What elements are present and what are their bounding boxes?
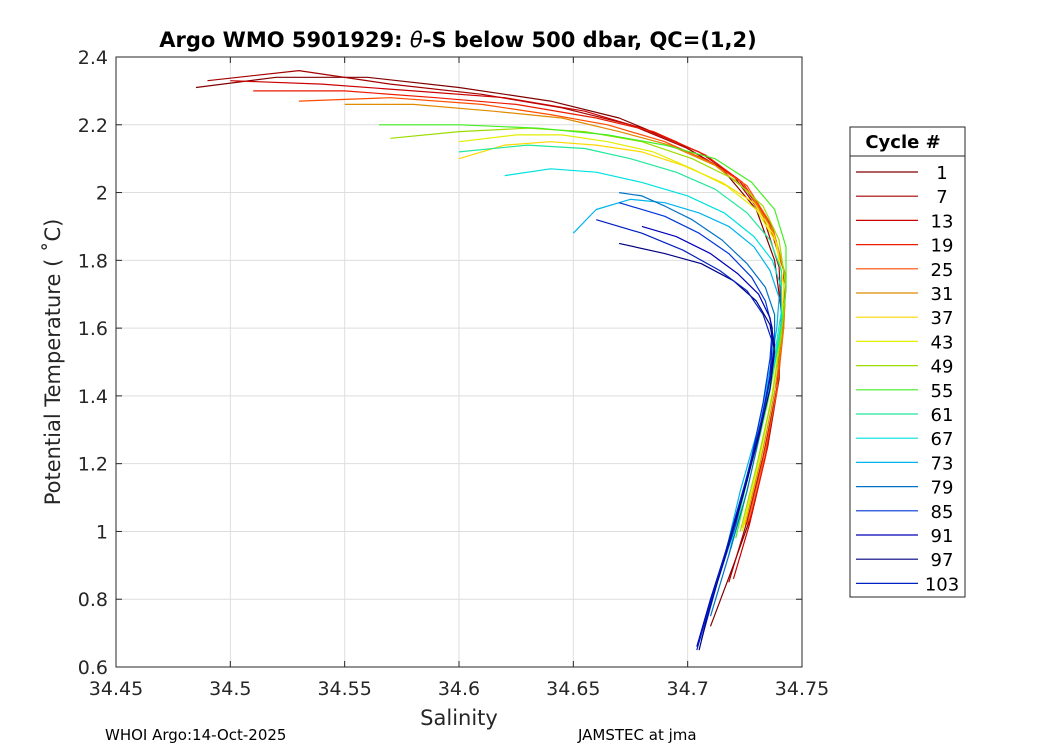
legend-label-91: 91 (931, 526, 954, 547)
legend-box (849, 126, 966, 598)
y-tick-label: 1.4 (78, 386, 108, 408)
grid (116, 57, 802, 667)
y-axis-label: Potential Temperature ( ˚C) (41, 219, 65, 506)
legend-label-97: 97 (931, 550, 954, 571)
legend-label-79: 79 (931, 478, 954, 499)
legend-label-19: 19 (931, 236, 954, 257)
y-tick-label: 2.4 (78, 47, 108, 69)
x-tick-label: 34.45 (89, 678, 143, 700)
y-tick-label: 2.2 (78, 115, 108, 137)
series-line-cycle-49 (390, 127, 787, 532)
legend-label-13: 13 (931, 211, 954, 232)
legend-label-67: 67 (931, 429, 954, 450)
series-line-cycle-79 (619, 192, 776, 617)
y-tick-label: 2 (96, 183, 108, 205)
x-tick-label: 34.55 (317, 678, 371, 700)
legend-label-61: 61 (931, 405, 954, 426)
axis-ticks: 34.45 34.5 34.55 34.6 34.65 34.7 34.75 0.6 0.8 1 1… (78, 47, 829, 700)
series-line-cycle-25 (298, 97, 787, 525)
legend-label-37: 37 (931, 308, 954, 329)
y-tick-label: 1 (96, 521, 108, 543)
chart-title-prefix: Argo WMO 5901929: (159, 28, 410, 52)
legend-label-103: 103 (925, 574, 959, 595)
x-axis-label: Salinity (420, 706, 498, 730)
legend-label-31: 31 (931, 284, 954, 305)
series-group (195, 69, 787, 651)
chart-title: Argo WMO 5901929: θ-S below 500 dbar, QC… (159, 28, 756, 52)
legend-label-55: 55 (931, 381, 954, 402)
footer-right: JAMSTEC at jma (577, 726, 697, 744)
x-tick-label: 34.5 (209, 678, 251, 700)
x-tick-label: 34.65 (546, 678, 600, 700)
x-tick-label: 34.6 (438, 678, 480, 700)
footer-left: WHOI Argo:14-Oct-2025 (105, 726, 286, 744)
legend-label-43: 43 (931, 332, 954, 353)
y-tick-label: 0.6 (78, 657, 108, 679)
legend-entries: 1 7 13 19 25 31 37 43 49 55 61 67 73 79 85 91 97 103 (856, 163, 959, 595)
chart-title-theta: θ (410, 28, 423, 52)
y-tick-label: 1.8 (78, 250, 108, 272)
x-tick-label: 34.75 (775, 678, 829, 700)
series-line-cycle-103 (596, 219, 773, 651)
legend-label-85: 85 (931, 502, 954, 523)
legend-title: Cycle # (865, 132, 940, 153)
series-line-cycle-97 (618, 242, 776, 651)
y-tick-label: 1.6 (78, 318, 108, 340)
x-tick-label: 34.7 (667, 678, 709, 700)
legend-label-25: 25 (931, 260, 954, 281)
legend-label-7: 7 (936, 187, 947, 208)
chart-title-suffix: -S below 500 dbar, QC=(1,2) (423, 28, 757, 52)
y-tick-label: 0.8 (78, 589, 108, 611)
legend-label-1: 1 (936, 163, 947, 184)
legend-label-73: 73 (931, 453, 954, 474)
legend-label-49: 49 (931, 357, 954, 378)
y-tick-label: 1.2 (78, 454, 108, 476)
legend: Cycle # 1 7 13 19 25 31 37 43 49 55 61 67 73 79 85 91 97… (849, 126, 966, 598)
